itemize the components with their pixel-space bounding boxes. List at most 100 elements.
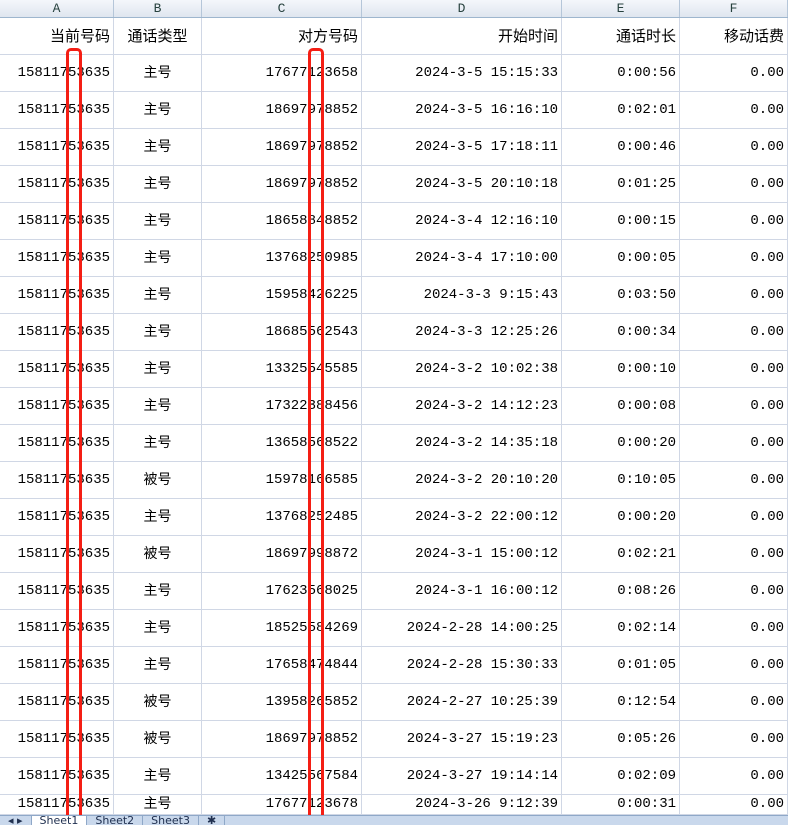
cell-current-number[interactable]: 15811753635 [0, 166, 114, 202]
cell-call-type[interactable]: 主号 [114, 573, 202, 609]
cell-start-time[interactable]: 2024-2-28 15:30:33 [362, 647, 562, 683]
cell-start-time[interactable]: 2024-3-3 9:15:43 [362, 277, 562, 313]
cell-start-time[interactable]: 2024-3-27 19:14:14 [362, 758, 562, 794]
cell-call-type[interactable]: 被号 [114, 721, 202, 757]
cell-start-time[interactable]: 2024-3-2 14:35:18 [362, 425, 562, 461]
cell-duration[interactable]: 0:00:05 [562, 240, 680, 276]
cell-charge[interactable]: 0.00 [680, 795, 788, 814]
sheet-tab-1[interactable]: Sheet1 [31, 816, 88, 825]
cell-charge[interactable]: 0.00 [680, 55, 788, 91]
cell-charge[interactable]: 0.00 [680, 462, 788, 498]
column-header-d[interactable]: D [362, 0, 562, 17]
cell-start-time[interactable]: 2024-3-5 17:18:11 [362, 129, 562, 165]
cell-current-number[interactable]: 15811753635 [0, 388, 114, 424]
cell-start-time[interactable]: 2024-3-1 15:00:12 [362, 536, 562, 572]
cell-duration[interactable]: 0:00:15 [562, 203, 680, 239]
cell-charge[interactable]: 0.00 [680, 314, 788, 350]
cell-call-type[interactable]: 主号 [114, 647, 202, 683]
cell-call-type[interactable]: 主号 [114, 425, 202, 461]
cell-start-time[interactable]: 2024-3-3 12:25:26 [362, 314, 562, 350]
cell-duration[interactable]: 0:00:20 [562, 425, 680, 461]
cell-current-number[interactable]: 15811753635 [0, 129, 114, 165]
cell-other-number[interactable]: 18658848852 [202, 203, 362, 239]
cell-current-number[interactable]: 15811753635 [0, 536, 114, 572]
cell-start-time[interactable]: 2024-2-28 14:00:25 [362, 610, 562, 646]
cell-charge[interactable]: 0.00 [680, 536, 788, 572]
cell-start-time[interactable]: 2024-3-27 15:19:23 [362, 721, 562, 757]
header-duration[interactable]: 通话时长 [562, 18, 680, 54]
cell-call-type[interactable]: 主号 [114, 499, 202, 535]
cell-other-number[interactable]: 13768250985 [202, 240, 362, 276]
cell-duration[interactable]: 0:12:54 [562, 684, 680, 720]
column-header-c[interactable]: C [202, 0, 362, 17]
cell-start-time[interactable]: 2024-3-2 20:10:20 [362, 462, 562, 498]
cell-call-type[interactable]: 主号 [114, 795, 202, 814]
cell-charge[interactable]: 0.00 [680, 240, 788, 276]
cell-charge[interactable]: 0.00 [680, 388, 788, 424]
cell-call-type[interactable]: 被号 [114, 536, 202, 572]
cell-charge[interactable]: 0.00 [680, 92, 788, 128]
cell-charge[interactable]: 0.00 [680, 647, 788, 683]
cell-charge[interactable]: 0.00 [680, 351, 788, 387]
cell-other-number[interactable]: 13325545585 [202, 351, 362, 387]
cell-duration[interactable]: 0:02:14 [562, 610, 680, 646]
cell-call-type[interactable]: 主号 [114, 351, 202, 387]
header-current-number[interactable]: 当前号码 [0, 18, 114, 54]
cell-call-type[interactable]: 主号 [114, 92, 202, 128]
cell-duration[interactable]: 0:00:20 [562, 499, 680, 535]
cell-duration[interactable]: 0:02:01 [562, 92, 680, 128]
cell-start-time[interactable]: 2024-3-5 15:15:33 [362, 55, 562, 91]
cell-current-number[interactable]: 15811753635 [0, 610, 114, 646]
cell-charge[interactable]: 0.00 [680, 166, 788, 202]
cell-other-number[interactable]: 18697978852 [202, 166, 362, 202]
sheet-tab-2[interactable]: Sheet2 [87, 816, 144, 825]
cell-call-type[interactable]: 主号 [114, 758, 202, 794]
cell-current-number[interactable]: 15811753635 [0, 92, 114, 128]
cell-current-number[interactable]: 15811753635 [0, 425, 114, 461]
cell-start-time[interactable]: 2024-3-2 10:02:38 [362, 351, 562, 387]
cell-duration[interactable]: 0:00:34 [562, 314, 680, 350]
cell-duration[interactable]: 0:00:46 [562, 129, 680, 165]
cell-duration[interactable]: 0:00:10 [562, 351, 680, 387]
cell-other-number[interactable]: 17677123678 [202, 795, 362, 814]
header-call-type[interactable]: 通话类型 [114, 18, 202, 54]
cell-start-time[interactable]: 2024-3-2 22:00:12 [362, 499, 562, 535]
cell-current-number[interactable]: 15811753635 [0, 573, 114, 609]
cell-charge[interactable]: 0.00 [680, 684, 788, 720]
column-header-e[interactable]: E [562, 0, 680, 17]
column-header-a[interactable]: A [0, 0, 114, 17]
cell-other-number[interactable]: 18697978852 [202, 129, 362, 165]
header-charge[interactable]: 移动话费 [680, 18, 788, 54]
cell-current-number[interactable]: 15811753635 [0, 55, 114, 91]
column-header-f[interactable]: F [680, 0, 788, 17]
cell-other-number[interactable]: 15958426225 [202, 277, 362, 313]
cell-current-number[interactable]: 15811753635 [0, 684, 114, 720]
header-start-time[interactable]: 开始时间 [362, 18, 562, 54]
cell-call-type[interactable]: 被号 [114, 462, 202, 498]
cell-current-number[interactable]: 15811753635 [0, 462, 114, 498]
insert-sheet-icon[interactable]: ✱ [199, 816, 226, 825]
cell-duration[interactable]: 0:01:25 [562, 166, 680, 202]
cell-charge[interactable]: 0.00 [680, 203, 788, 239]
cell-start-time[interactable]: 2024-3-26 9:12:39 [362, 795, 562, 814]
cell-current-number[interactable]: 15811753635 [0, 721, 114, 757]
cell-charge[interactable]: 0.00 [680, 610, 788, 646]
cell-charge[interactable]: 0.00 [680, 425, 788, 461]
cell-current-number[interactable]: 15811753635 [0, 795, 114, 814]
cell-other-number[interactable]: 13958265852 [202, 684, 362, 720]
cell-start-time[interactable]: 2024-3-5 20:10:18 [362, 166, 562, 202]
column-header-b[interactable]: B [114, 0, 202, 17]
cell-charge[interactable]: 0.00 [680, 499, 788, 535]
cell-start-time[interactable]: 2024-3-5 16:16:10 [362, 92, 562, 128]
cell-start-time[interactable]: 2024-3-4 12:16:10 [362, 203, 562, 239]
cell-duration[interactable]: 0:00:56 [562, 55, 680, 91]
cell-duration[interactable]: 0:01:05 [562, 647, 680, 683]
cell-current-number[interactable]: 15811753635 [0, 240, 114, 276]
cell-duration[interactable]: 0:10:05 [562, 462, 680, 498]
cell-start-time[interactable]: 2024-3-1 16:00:12 [362, 573, 562, 609]
cell-call-type[interactable]: 主号 [114, 166, 202, 202]
cell-current-number[interactable]: 15811753635 [0, 499, 114, 535]
cell-charge[interactable]: 0.00 [680, 129, 788, 165]
cell-call-type[interactable]: 主号 [114, 277, 202, 313]
cell-duration[interactable]: 0:02:21 [562, 536, 680, 572]
